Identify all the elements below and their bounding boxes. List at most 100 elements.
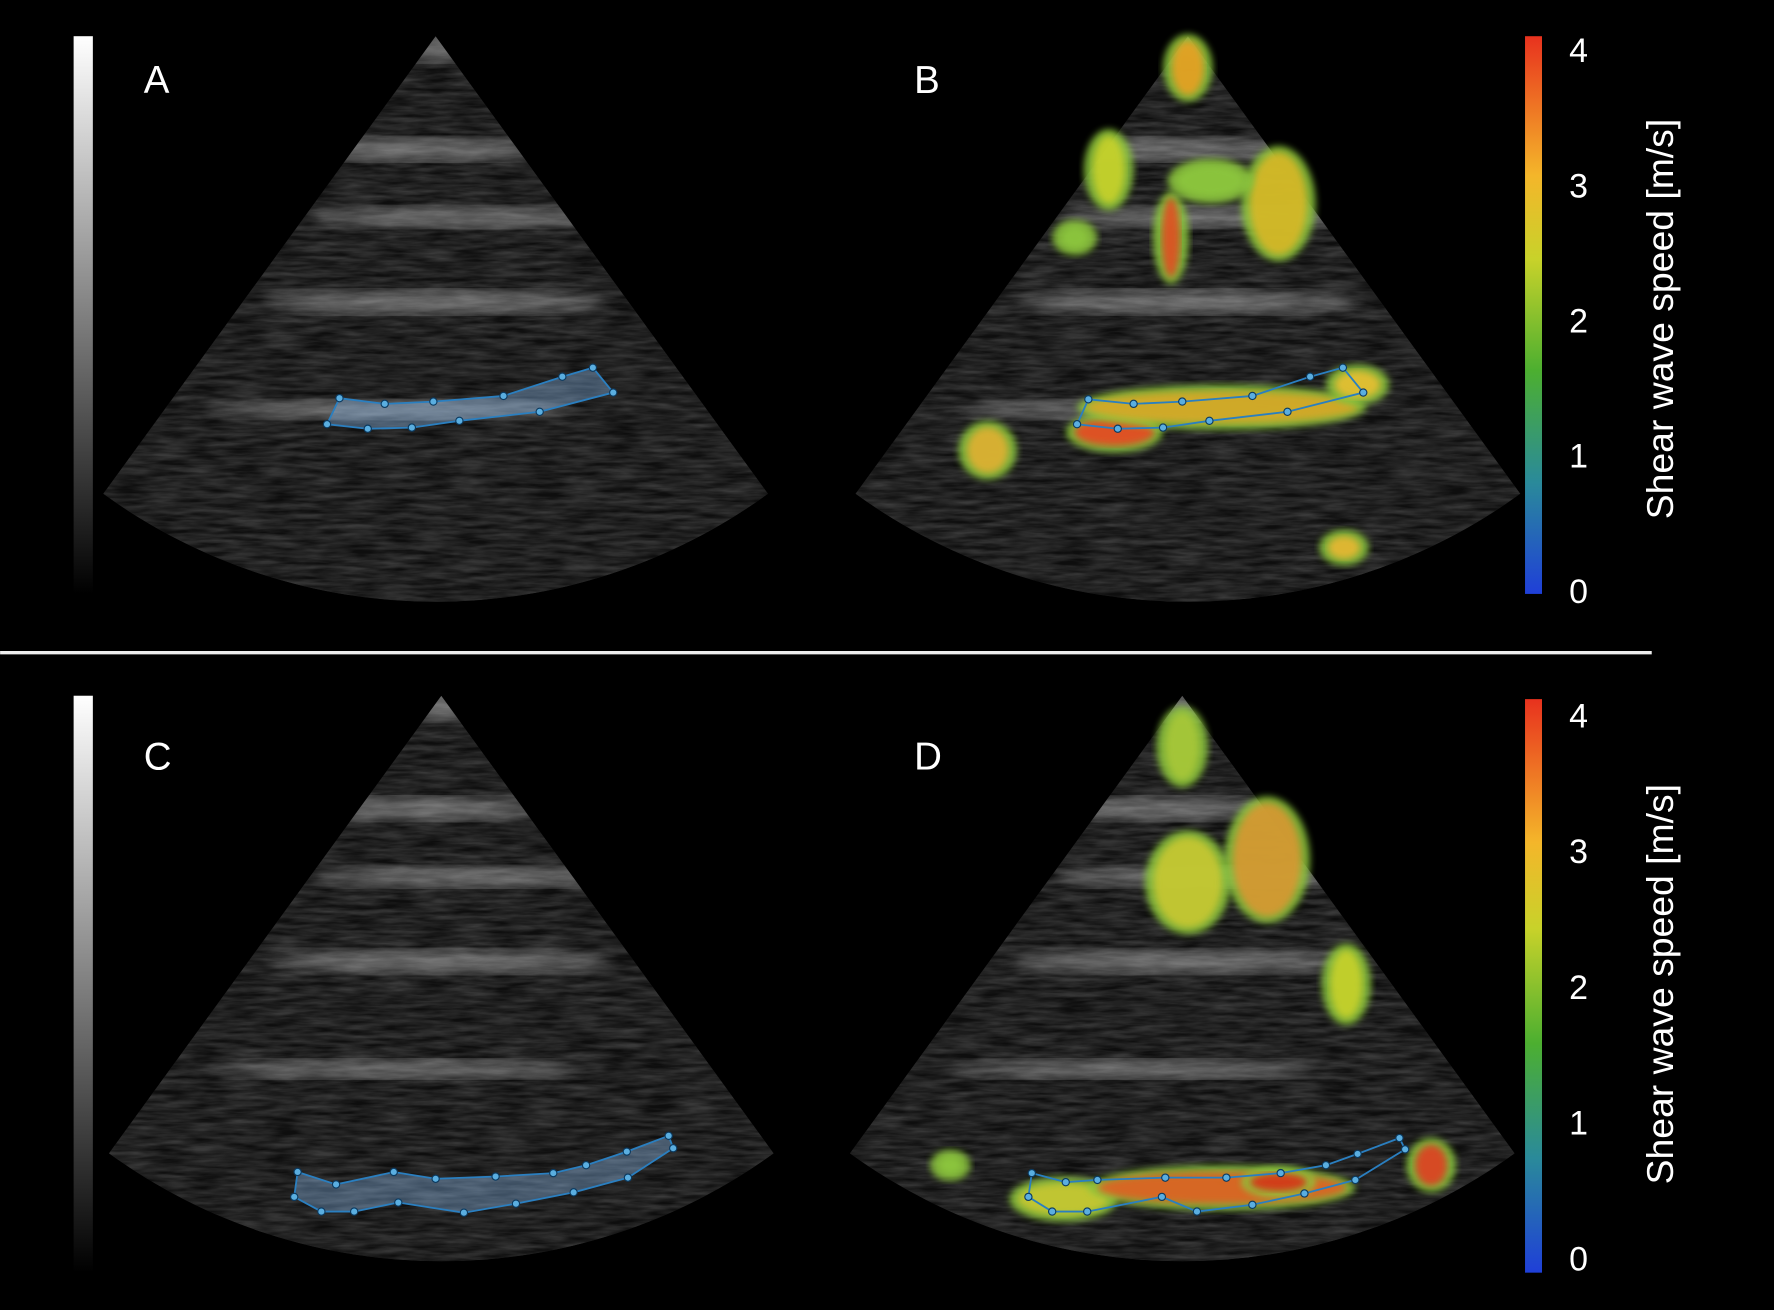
colorbar-tick-label: 2 (1569, 303, 1588, 341)
speed-blob (1161, 197, 1180, 278)
colorbar-tick-label: 0 (1569, 573, 1588, 611)
roi-vertex (322, 420, 332, 429)
roi-vertex (1248, 391, 1257, 401)
speed-blob (1233, 803, 1302, 917)
roi-vertex (1300, 1189, 1309, 1198)
speed-blob (1415, 1144, 1447, 1186)
roi-vertex (549, 1168, 558, 1178)
roi-vertex (1161, 1173, 1170, 1182)
roi-vertex (1192, 1207, 1202, 1216)
roi-vertex (1351, 1175, 1360, 1185)
colorbar-tick-label: 3 (1569, 833, 1588, 871)
roi-vertex (499, 391, 508, 401)
roi-vertex (1353, 1149, 1362, 1159)
roi-vertex (1276, 1168, 1285, 1178)
speed-blob (1250, 1173, 1307, 1192)
roi-vertex (1321, 1161, 1331, 1170)
roi-vertex (1222, 1173, 1231, 1182)
roi-vertex (1113, 424, 1122, 433)
echo-band (215, 1059, 578, 1079)
roi-vertex (1093, 1175, 1102, 1185)
echo-band (1018, 290, 1358, 314)
speed-blob (1176, 165, 1245, 197)
panel-label: A (144, 59, 170, 102)
speed-blob (1018, 1183, 1109, 1215)
panel-label: C (144, 735, 172, 778)
colorbar-tick-label: 1 (1569, 1105, 1588, 1143)
roi (322, 363, 618, 433)
roi-vertex (558, 372, 567, 381)
roi-vertex (1158, 423, 1168, 432)
roi-vertex (1400, 1145, 1410, 1154)
roi (290, 1131, 678, 1217)
roi-vertex (1359, 388, 1368, 397)
echo-band (956, 1059, 1319, 1079)
roi-vertex (293, 1167, 302, 1177)
roi-vertex (623, 1173, 633, 1182)
roi-vertex (581, 1161, 591, 1170)
speed-blob (939, 1156, 962, 1175)
roi-vertex (389, 1167, 398, 1177)
roi-vertex (569, 1188, 578, 1197)
roi-vertex (1157, 1192, 1167, 1202)
roi-vertex (363, 424, 372, 433)
speed-blob (1250, 152, 1307, 255)
speed-colorbar (1525, 36, 1542, 594)
roi-vertex (394, 1198, 403, 1207)
roi-vertex (1047, 1207, 1057, 1216)
roi-vertex (1061, 1177, 1070, 1187)
roi-vertex (407, 423, 417, 432)
colorbar-tick-label: 1 (1569, 438, 1588, 476)
roi-vertex (1205, 416, 1214, 426)
colorbar-tick-label: 0 (1569, 1240, 1588, 1278)
roi (1024, 1133, 1410, 1216)
speed-blob (1165, 712, 1200, 781)
colorbar-tick-label: 2 (1569, 969, 1588, 1007)
roi-vertex (380, 399, 389, 409)
colorbar-tick-label: 4 (1569, 32, 1588, 70)
echo-band (209, 400, 572, 419)
roi-vertex (1072, 420, 1082, 429)
roi-vertex (317, 1207, 326, 1216)
panel-label: B (914, 59, 940, 102)
echo-band (316, 866, 634, 887)
roi-vertex (1305, 372, 1315, 381)
roi-vertex (429, 397, 438, 406)
roi-vertex (622, 1147, 631, 1156)
roi-vertex (1395, 1133, 1404, 1143)
colorbar-title: Shear wave speed [m/s] (1639, 119, 1681, 519)
roi-vertex (1083, 1207, 1092, 1216)
roi-vertex (331, 1180, 341, 1189)
speed-blob (1153, 837, 1222, 928)
roi-vertex (664, 1131, 673, 1140)
echo-band (265, 290, 606, 314)
roi-vertex (459, 1208, 469, 1217)
roi-vertex (431, 1174, 440, 1183)
gray-colorbar (73, 695, 93, 1273)
speed-colorbar (1525, 699, 1542, 1273)
roi-vertex (491, 1172, 500, 1181)
roi-vertex (1024, 1192, 1033, 1202)
roi-vertex (1129, 399, 1138, 409)
roi-vertex (669, 1144, 678, 1153)
speed-blob (1172, 40, 1204, 96)
echo-band (1012, 950, 1352, 973)
speed-blob (1086, 391, 1358, 424)
echo-band (271, 950, 611, 973)
roi-vertex (349, 1207, 359, 1216)
roi-vertex (290, 1192, 299, 1202)
roi-vertex (335, 394, 344, 403)
roi-vertex (455, 416, 464, 426)
speed-blob (967, 427, 1009, 473)
colorbar-tick-label: 3 (1569, 167, 1588, 205)
roi-vertex (1248, 1200, 1257, 1209)
roi-vertex (1027, 1168, 1036, 1178)
gray-colorbar (73, 36, 93, 594)
roi (1072, 363, 1368, 433)
colorbar-title: Shear wave speed [m/s] (1639, 784, 1681, 1184)
roi-vertex (588, 363, 598, 372)
roi-vertex (511, 1199, 521, 1208)
echo-band (311, 207, 628, 228)
